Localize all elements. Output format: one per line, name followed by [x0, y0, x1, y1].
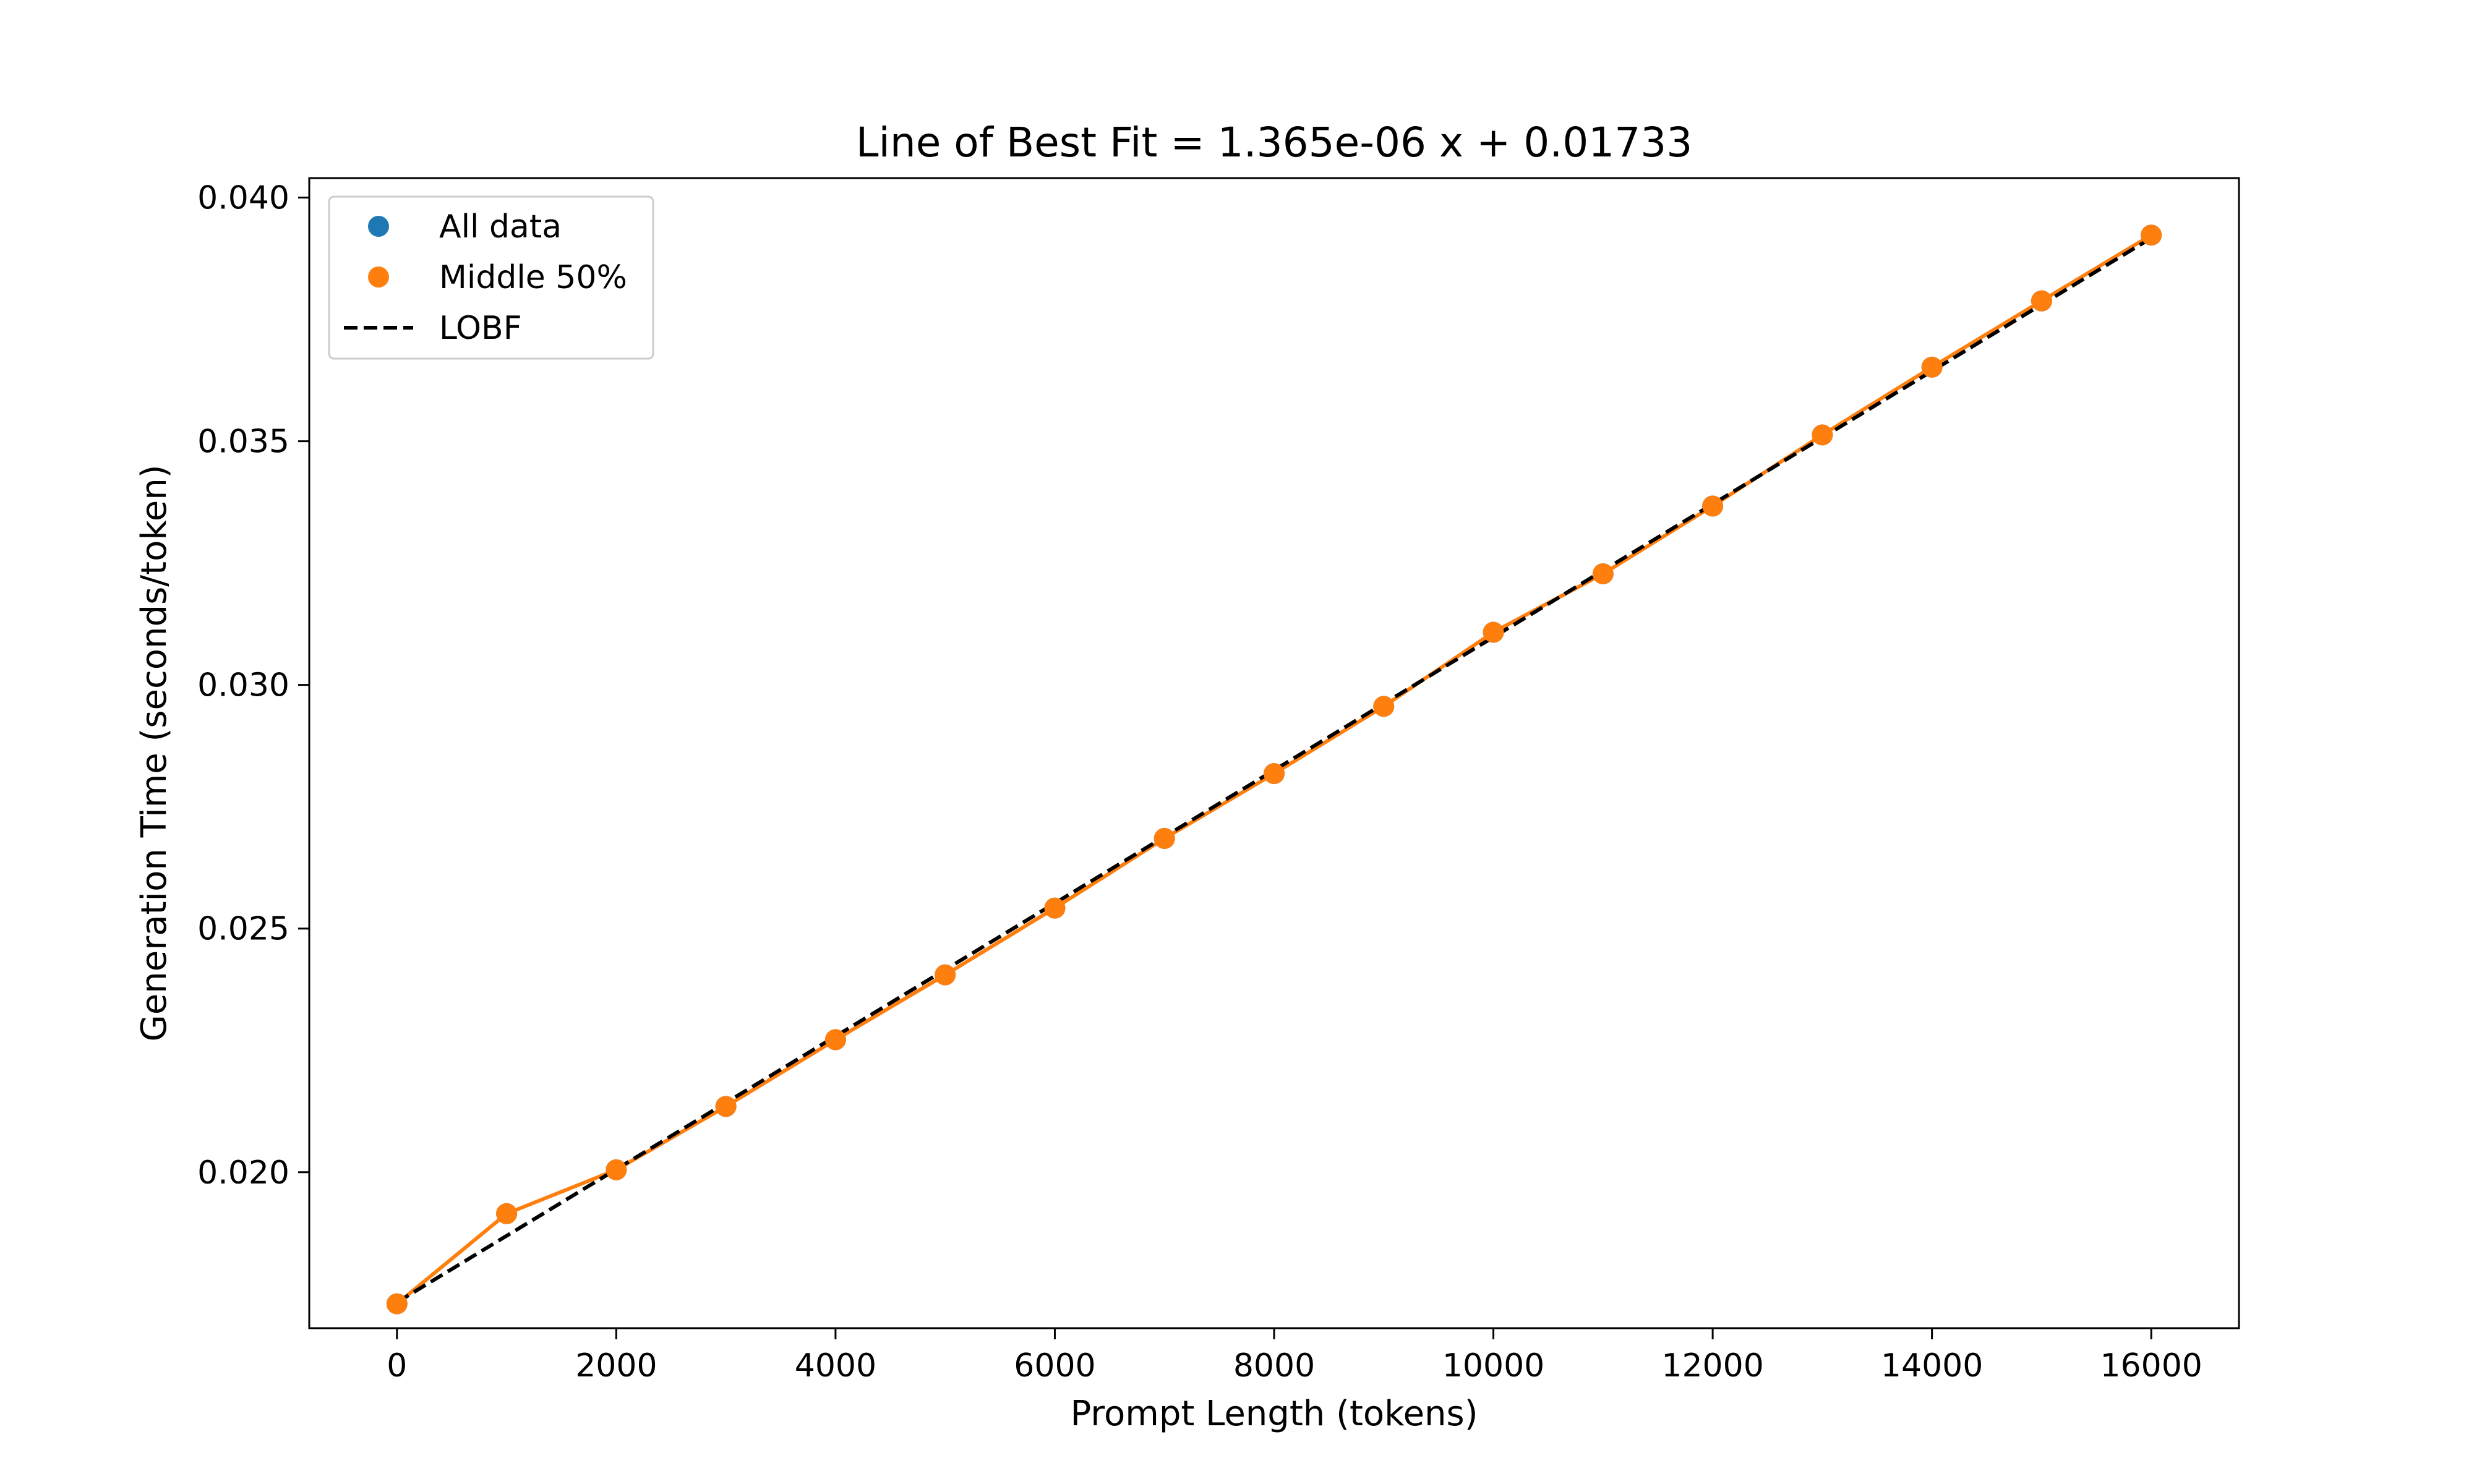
data-point-middle-50 [1154, 827, 1175, 849]
data-point-middle-50 [606, 1159, 627, 1180]
legend-marker-middle-50 [368, 267, 389, 288]
x-tick-label: 12000 [1661, 1347, 1763, 1384]
legend-box [328, 195, 654, 360]
x-tick-label: 14000 [1881, 1347, 1983, 1384]
y-tick-label: 0.035 [197, 424, 289, 461]
data-point-middle-50 [2031, 290, 2052, 312]
x-tick-label: 16000 [2100, 1347, 2202, 1384]
legend-label-middle-50: Middle 50% [439, 259, 627, 296]
data-point-middle-50 [715, 1096, 737, 1117]
y-tick-label: 0.025 [197, 911, 289, 948]
x-axis: 0 2000 4000 6000 8000 10000 12000 14000 16000 [387, 1328, 2202, 1384]
y-axis: 0.020 0.025 0.030 0.035 0.040 [197, 180, 309, 1192]
x-tick-label: 6000 [1014, 1347, 1095, 1384]
data-point-middle-50 [824, 1029, 846, 1051]
data-point-middle-50 [1812, 424, 1833, 446]
data-point-middle-50 [1044, 897, 1066, 919]
data-point-middle-50 [1921, 356, 1943, 378]
series-line-lobf [396, 236, 2152, 1304]
x-tick-label: 10000 [1442, 1347, 1544, 1384]
data-point-middle-50 [1483, 621, 1504, 643]
data-point-middle-50 [386, 1293, 408, 1315]
y-axis-label: Generation Time (seconds/token) [134, 464, 174, 1041]
data-point-middle-50 [496, 1203, 518, 1224]
y-tick-label: 0.020 [197, 1154, 289, 1192]
data-point-middle-50 [1373, 696, 1395, 717]
legend-marker-all-data [368, 216, 389, 237]
chart-title: Line of Best Fit = 1.365e-06 x + 0.01733 [856, 119, 1692, 166]
x-tick-label: 8000 [1233, 1347, 1315, 1384]
data-point-middle-50 [935, 964, 956, 986]
legend-label-lobf: LOBF [439, 310, 522, 347]
data-point-middle-50 [2141, 224, 2162, 246]
x-axis-label: Prompt Length (tokens) [1070, 1394, 1478, 1434]
x-tick-label: 4000 [795, 1347, 876, 1384]
x-tick-label: 2000 [575, 1347, 657, 1384]
legend: All data Middle 50% LOBF [328, 195, 654, 360]
data-point-middle-50 [1702, 495, 1724, 517]
y-tick-label: 0.030 [197, 667, 289, 704]
data-point-middle-50 [1264, 763, 1285, 785]
data-point-middle-50 [1592, 563, 1614, 584]
legend-label-all-data: All data [439, 208, 562, 245]
x-tick-label: 0 [387, 1347, 407, 1384]
y-tick-label: 0.040 [197, 180, 289, 217]
data-series [386, 224, 2162, 1315]
